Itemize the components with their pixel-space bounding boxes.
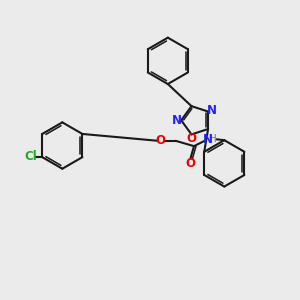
Text: N: N — [207, 104, 217, 117]
Text: H: H — [208, 134, 216, 144]
Text: O: O — [185, 157, 195, 170]
Text: O: O — [187, 132, 196, 145]
Text: N: N — [172, 114, 182, 127]
Text: O: O — [156, 134, 166, 147]
Text: N: N — [203, 134, 213, 146]
Text: Cl: Cl — [25, 150, 37, 163]
